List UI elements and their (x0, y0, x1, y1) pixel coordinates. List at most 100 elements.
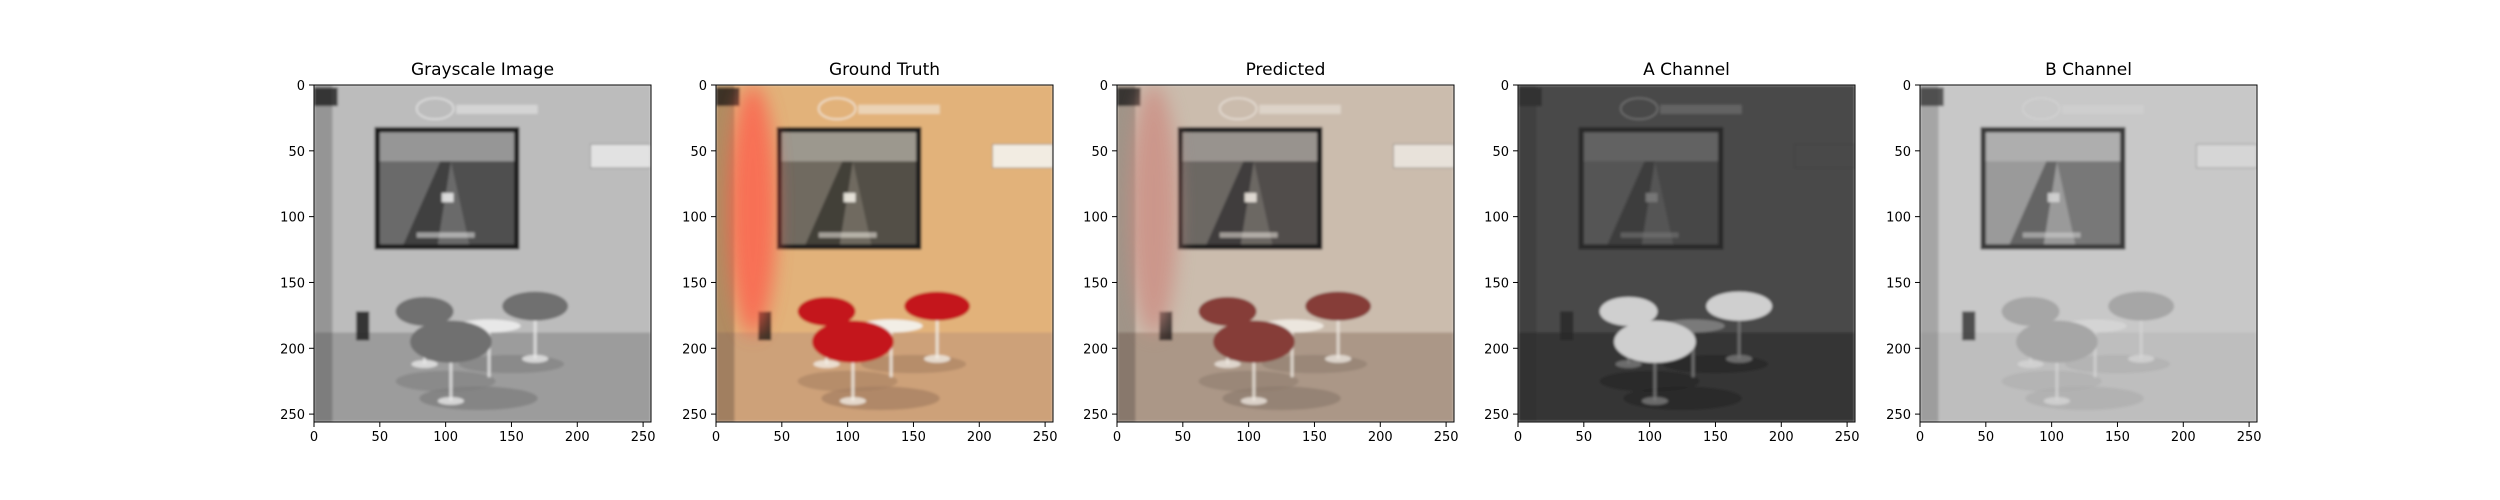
axes-frame (1517, 84, 1856, 423)
chair (812, 320, 894, 363)
y-tick-label: 200 (280, 342, 305, 357)
y-tick-label: 250 (1484, 408, 1509, 423)
x-tick-label: 50 (1175, 430, 1192, 445)
x-tick-label: 100 (1637, 430, 1662, 445)
chair (395, 296, 454, 326)
chair (797, 296, 856, 326)
x-tick-label: 50 (372, 430, 389, 445)
x-tick-label: 250 (1434, 430, 1459, 445)
y-tick-label: 200 (1886, 342, 1911, 357)
air-conditioner (1793, 143, 1855, 169)
y-tick-label: 0 (699, 79, 707, 94)
x-tick-label: 250 (2237, 430, 2262, 445)
plant-pot (356, 311, 370, 341)
y-tick-label: 50 (1091, 145, 1108, 160)
y-tick-label: 250 (682, 408, 707, 423)
wall-logo (817, 97, 857, 121)
image-content (314, 85, 651, 422)
chair (1706, 291, 1773, 321)
y-tick-label: 150 (1083, 276, 1108, 291)
y-tick-label: 250 (1886, 408, 1911, 423)
y-tick-label: 150 (1886, 276, 1911, 291)
wall-logo (415, 97, 455, 121)
wall-logo (2021, 97, 2061, 121)
chair (410, 320, 492, 363)
y-tick-label: 0 (1501, 79, 1509, 94)
y-tick-label: 150 (280, 276, 305, 291)
wall-logo (1218, 97, 1258, 121)
chair (2016, 320, 2098, 363)
chair (1599, 296, 1658, 326)
chair (1614, 320, 1696, 363)
x-tick-label: 200 (565, 430, 590, 445)
y-tick-label: 100 (1083, 211, 1108, 226)
wall-logo (1619, 97, 1659, 121)
image-content (716, 85, 1053, 422)
panel-title: Ground Truth (829, 60, 940, 80)
x-tick-label: 200 (967, 430, 992, 445)
panel-title: A Channel (1643, 60, 1730, 80)
x-tick-label: 0 (1916, 430, 1924, 445)
image-panel: Grayscale Image 0 50 100 150 200 250 0 50 100 150 2… (280, 60, 655, 445)
x-tick-label: 100 (835, 430, 860, 445)
panel-title: B Channel (2045, 60, 2132, 80)
image-content (1518, 85, 1855, 422)
x-tick-label: 0 (1113, 430, 1121, 445)
x-tick-label: 0 (712, 430, 720, 445)
x-tick-label: 200 (1368, 430, 1393, 445)
y-tick-label: 0 (297, 79, 305, 94)
y-tick-label: 50 (690, 145, 707, 160)
air-conditioner (991, 143, 1053, 169)
y-tick-label: 0 (1903, 79, 1911, 94)
chair (904, 291, 971, 321)
panel-title: Grayscale Image (411, 60, 554, 80)
y-tick-label: 150 (682, 276, 707, 291)
image-panel: Ground Truth 0 50 100 150 200 250 0 50 100 150 200 2… (682, 60, 1057, 445)
y-tick-label: 200 (682, 342, 707, 357)
image-panel: Predicted 0 50 100 150 200 250 0 50 100 150 200 250 (1083, 60, 1458, 445)
x-tick-label: 0 (1514, 430, 1522, 445)
y-tick-label: 100 (280, 211, 305, 226)
y-tick-label: 100 (682, 211, 707, 226)
x-tick-label: 200 (1769, 430, 1794, 445)
image-content (1920, 85, 2257, 422)
y-tick-label: 250 (280, 408, 305, 423)
y-tick-label: 200 (1083, 342, 1108, 357)
panel-title: Predicted (1246, 60, 1326, 80)
x-tick-label: 250 (1835, 430, 1860, 445)
x-tick-label: 250 (1033, 430, 1058, 445)
x-tick-label: 150 (2105, 430, 2130, 445)
y-tick-label: 50 (1492, 145, 1509, 160)
axes-frame (1919, 84, 2258, 423)
image-content (1117, 85, 1454, 422)
red-light-glow (729, 85, 777, 336)
x-tick-label: 50 (1576, 430, 1593, 445)
chair (2001, 296, 2060, 326)
chair (1198, 296, 1257, 326)
x-tick-label: 150 (901, 430, 926, 445)
air-conditioner (589, 143, 651, 169)
y-tick-label: 200 (1484, 342, 1509, 357)
y-tick-label: 250 (1083, 408, 1108, 423)
x-tick-label: 50 (774, 430, 791, 445)
y-tick-label: 50 (1894, 145, 1911, 160)
x-tick-label: 150 (499, 430, 524, 445)
x-tick-label: 200 (2171, 430, 2196, 445)
y-tick-label: 0 (1100, 79, 1108, 94)
chair (1305, 291, 1372, 321)
y-tick-label: 100 (1886, 211, 1911, 226)
red-light-glow (1130, 85, 1178, 336)
axes-frame (715, 84, 1054, 423)
image-panel: B Channel 0 50 100 150 200 250 0 50 100 150 200 250 (1886, 60, 2261, 445)
x-tick-label: 50 (1978, 430, 1995, 445)
x-tick-label: 100 (433, 430, 458, 445)
axes-frame (1116, 84, 1455, 423)
x-tick-label: 250 (631, 430, 656, 445)
chair (2108, 291, 2175, 321)
y-tick-label: 100 (1484, 211, 1509, 226)
y-tick-label: 50 (288, 145, 305, 160)
air-conditioner (1392, 143, 1454, 169)
x-tick-label: 150 (1302, 430, 1327, 445)
air-conditioner (2195, 143, 2257, 169)
